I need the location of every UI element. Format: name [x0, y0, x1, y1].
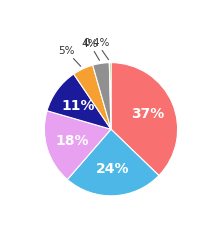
Text: 11%: 11%: [62, 99, 95, 113]
Wedge shape: [44, 111, 111, 179]
Wedge shape: [47, 74, 111, 129]
Text: 4%: 4%: [81, 39, 99, 60]
Text: 18%: 18%: [56, 134, 89, 148]
Wedge shape: [111, 63, 178, 175]
Text: 0.4%: 0.4%: [83, 38, 110, 60]
Text: 37%: 37%: [131, 107, 165, 121]
Text: 5%: 5%: [58, 46, 81, 66]
Wedge shape: [109, 63, 111, 129]
Wedge shape: [67, 129, 159, 196]
Text: 24%: 24%: [96, 162, 129, 176]
Wedge shape: [93, 63, 111, 129]
Wedge shape: [74, 65, 111, 129]
